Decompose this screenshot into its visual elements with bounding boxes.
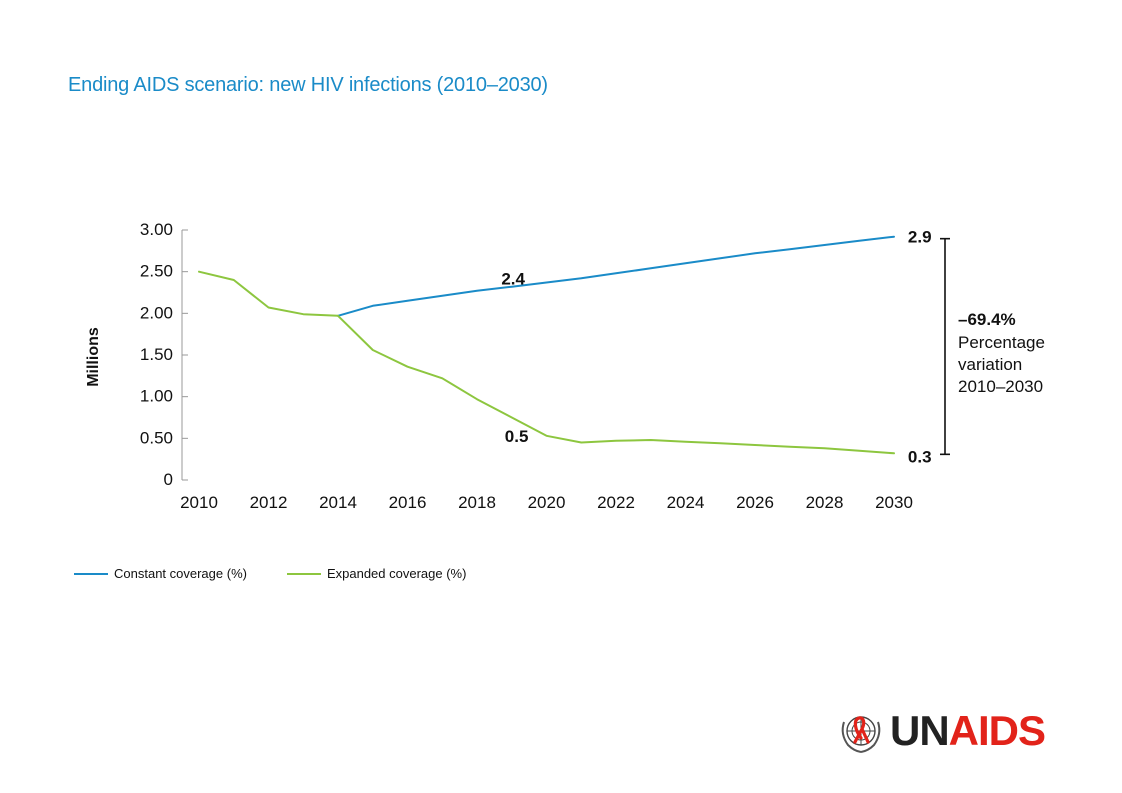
- logo-text-un: UN: [890, 707, 950, 754]
- y-axis-title: Millions: [85, 327, 102, 387]
- x-tick-label: 2014: [319, 493, 357, 512]
- data-label: 0.3: [908, 448, 932, 467]
- series-line-expanded-coverage: [198, 270, 895, 455]
- series-line-constant-coverage: [337, 235, 895, 317]
- y-tick-label: 3.00: [140, 220, 173, 239]
- data-label: 2.9: [908, 228, 932, 247]
- data-label: 0.5: [505, 427, 529, 446]
- percentage-annotation: –69.4% Percentage variation 2010–2030: [940, 237, 1045, 456]
- legend-label-constant: Constant coverage (%): [114, 566, 247, 581]
- legend-swatch-expanded: [286, 572, 321, 575]
- axes: 0 0.50 1.00 1.50 2.00 2.50 3.00 Millions 2010 201…: [85, 220, 913, 512]
- y-tick-label: 0.50: [140, 428, 173, 447]
- y-tick-label: 1.50: [140, 345, 173, 364]
- y-tick-label: 2.00: [140, 303, 173, 322]
- annotation-line: variation: [958, 355, 1022, 374]
- legend-label-expanded: Expanded coverage (%): [326, 566, 467, 581]
- x-tick-label: 2030: [875, 493, 913, 512]
- x-tick-label: 2024: [667, 493, 705, 512]
- legend-item-constant: Constant coverage (%): [74, 566, 247, 581]
- y-tick-label: 0: [164, 470, 173, 489]
- y-tick-label: 2.50: [140, 262, 173, 281]
- annotation-line: 2010–2030: [958, 377, 1043, 396]
- legend: Constant coverage (%) Expanded coverage …: [74, 566, 506, 581]
- legend-item-expanded: Expanded coverage (%): [286, 566, 467, 581]
- series-lines: [198, 235, 895, 455]
- x-tick-label: 2028: [806, 493, 844, 512]
- x-tick-label: 2018: [458, 493, 496, 512]
- annotation-value: –69.4%: [958, 310, 1016, 329]
- logo-text-aids: AIDS: [948, 707, 1046, 754]
- x-tick-label: 2026: [736, 493, 774, 512]
- x-tick-label: 2022: [597, 493, 635, 512]
- unaids-logo: UNAIDS: [838, 707, 1046, 754]
- data-labels: 2.4 0.5 2.9 0.3: [501, 228, 931, 467]
- chart-title: Ending AIDS scenario: new HIV infections…: [68, 74, 548, 96]
- x-tick-label: 2010: [180, 493, 218, 512]
- un-emblem-icon: [841, 716, 881, 753]
- logo-wordmark: UNAIDS: [890, 707, 1046, 754]
- x-tick-label: 2020: [528, 493, 566, 512]
- x-tick-label: 2016: [389, 493, 427, 512]
- annotation-line: Percentage: [958, 333, 1045, 352]
- x-tick-label: 2012: [250, 493, 288, 512]
- data-label: 2.4: [501, 269, 525, 288]
- legend-swatch-constant: [74, 572, 108, 575]
- y-tick-label: 1.00: [140, 387, 173, 406]
